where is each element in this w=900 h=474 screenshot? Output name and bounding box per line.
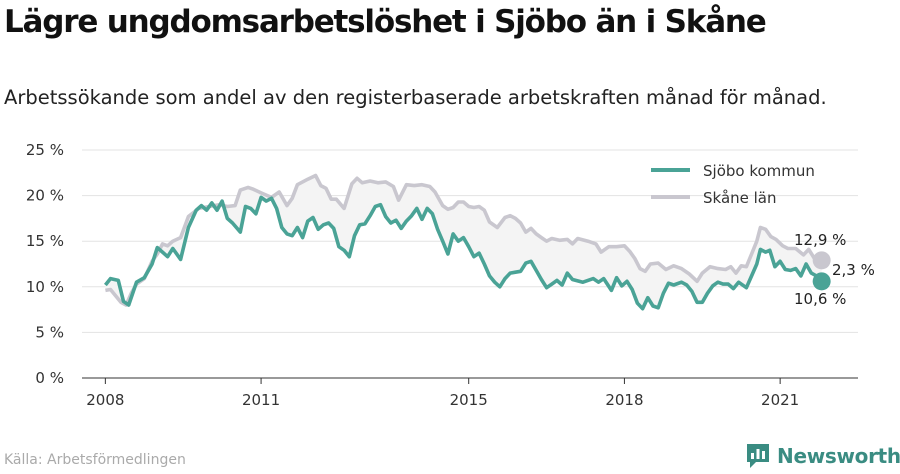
- source-note: Källa: Arbetsförmedlingen: [4, 452, 186, 468]
- x-tick-label: 2008: [86, 391, 124, 409]
- chart-title: Lägre ungdomsarbetslöshet i Sjöbo än i S…: [4, 4, 767, 40]
- y-tick-label: 5 %: [35, 323, 64, 341]
- end-label-sjobo: 10,6 %: [794, 290, 846, 308]
- brand-logo: Newsworthy: [745, 442, 900, 470]
- series-line-skane: [105, 173, 823, 307]
- x-tick-label: 2015: [450, 391, 488, 409]
- chart-subtitle: Arbetssökande som andel av den registerb…: [4, 86, 827, 109]
- y-tick-label: 0 %: [35, 369, 64, 387]
- end-label-skane: 12,9 %: [794, 231, 846, 249]
- legend-label-sjobo: Sjöbo kommun: [703, 162, 815, 180]
- y-tick-label: 25 %: [26, 141, 64, 159]
- x-tick-label: 2018: [605, 391, 643, 409]
- x-axis-ticks: 2008 2011 2015 2018 2021: [86, 378, 799, 409]
- brand-name: Newsworthy: [777, 444, 900, 468]
- legend: Sjöbo kommun Skåne län: [651, 162, 815, 207]
- y-axis-ticks: 0 % 5 % 10 % 15 % 20 % 25 %: [26, 141, 64, 387]
- end-point-sjobo: [812, 272, 831, 291]
- x-tick-label: 2011: [242, 391, 280, 409]
- y-tick-label: 10 %: [26, 278, 64, 296]
- legend-label-skane: Skåne län: [703, 189, 777, 207]
- end-point-skane: [812, 251, 831, 270]
- difference-band: [105, 175, 822, 309]
- y-tick-label: 20 %: [26, 187, 64, 205]
- x-tick-label: 2021: [761, 391, 799, 409]
- newsworthy-logo-icon: [747, 444, 769, 468]
- series-line-sjobo: [103, 195, 823, 311]
- y-tick-label: 15 %: [26, 232, 64, 250]
- end-label-difference: 2,3 %: [832, 261, 875, 279]
